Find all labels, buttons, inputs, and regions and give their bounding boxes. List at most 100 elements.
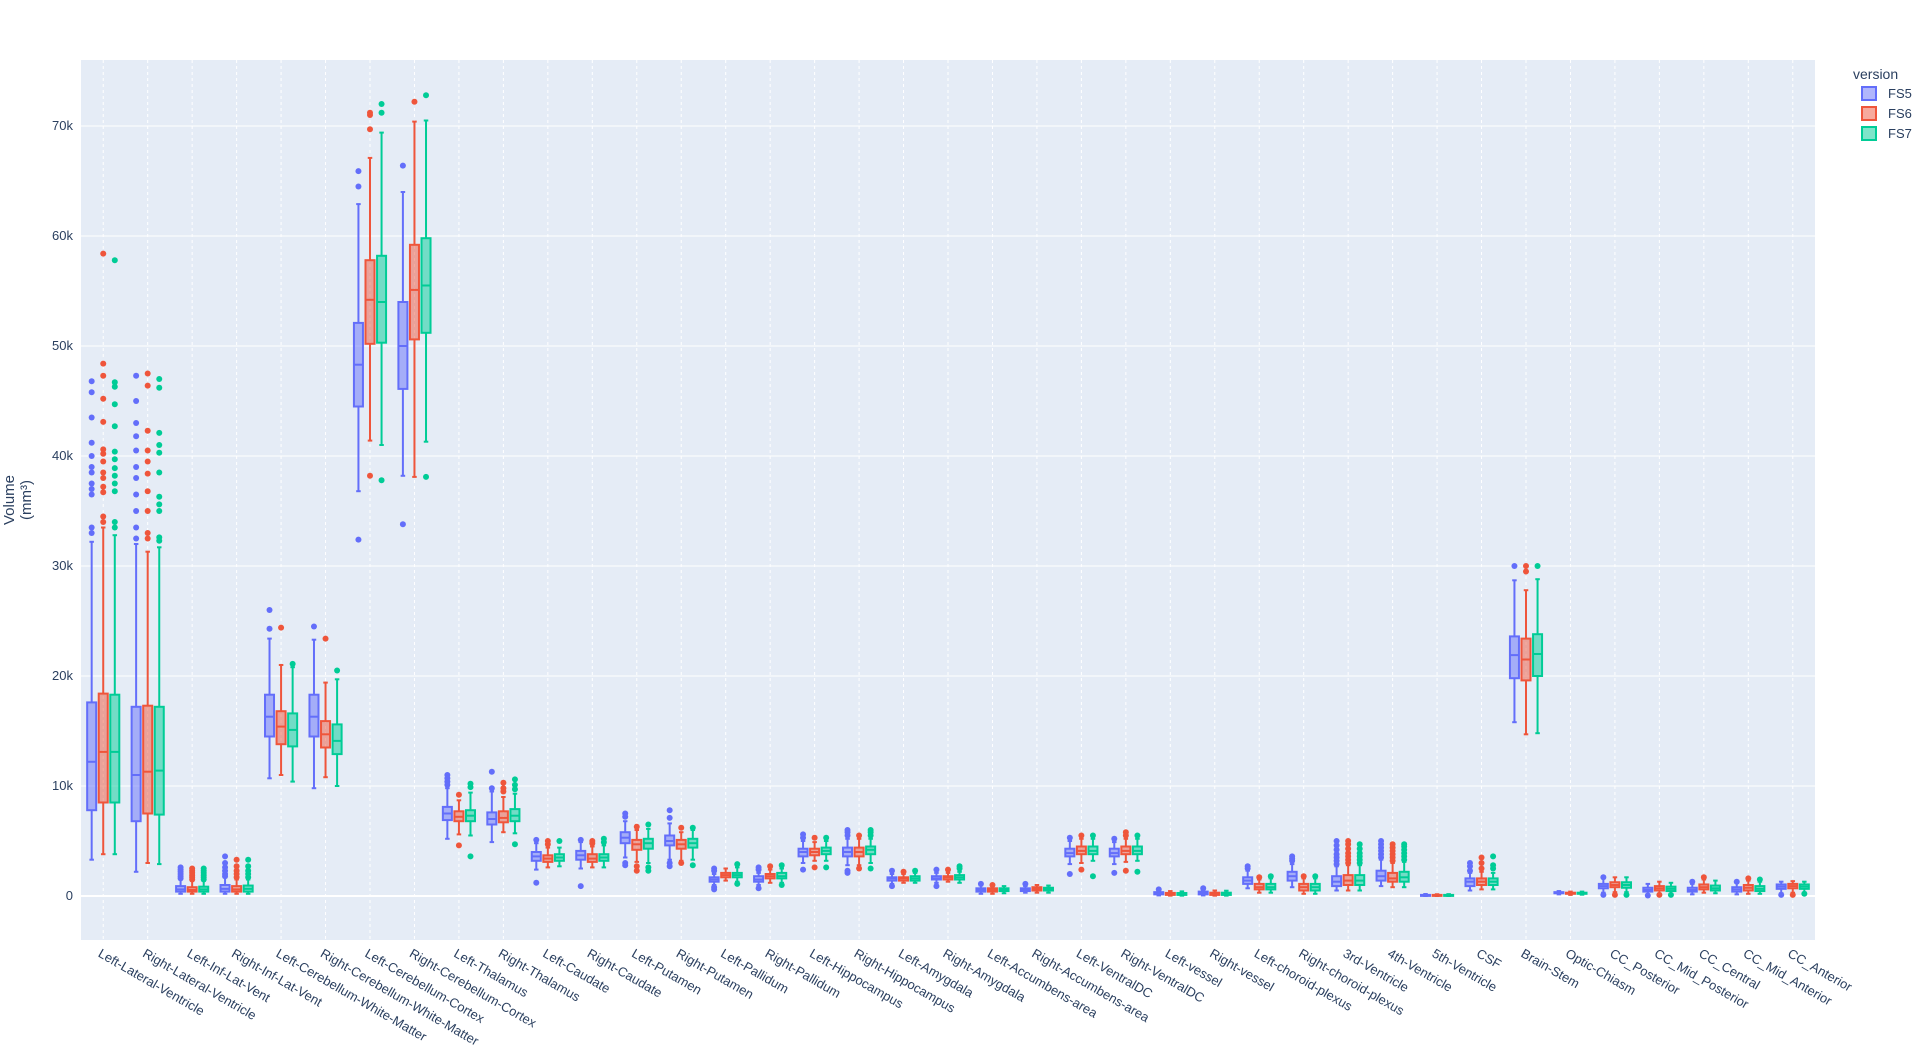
outlier-point (800, 866, 807, 873)
outlier-point (1611, 891, 1618, 898)
box-fs6 (1120, 829, 1132, 874)
outlier-point (622, 860, 629, 866)
box-fs5 (1375, 838, 1387, 888)
box-fs7 (198, 865, 210, 895)
box-fs5 (1686, 878, 1698, 896)
y-axis-title: Volume (mm³) (1, 475, 35, 525)
outlier-point (100, 418, 107, 425)
box-fs7 (420, 92, 432, 480)
outlier-point (1511, 563, 1518, 569)
outlier-point (1022, 880, 1029, 887)
outlier-point (455, 842, 462, 849)
outlier-point (755, 864, 762, 871)
box-fs5 (264, 607, 276, 780)
outlier-point (1089, 832, 1096, 839)
outlier-point (1490, 862, 1497, 869)
box-series (86, 92, 1810, 899)
legend-swatch (1861, 106, 1877, 121)
outlier-point (800, 831, 807, 838)
box-fs5 (308, 623, 320, 790)
outlier-point (156, 384, 163, 391)
box-fs6 (1653, 880, 1665, 898)
outlier-point (278, 624, 285, 631)
outlier-point (734, 880, 741, 887)
box-fs6 (631, 823, 643, 874)
outlier-point (88, 480, 95, 487)
box-fs7 (1354, 841, 1366, 892)
box-fs6 (275, 624, 287, 776)
box-fs5 (86, 378, 98, 861)
outlier-point (1122, 867, 1129, 874)
box-fs6 (1787, 880, 1799, 898)
box-fs7 (464, 780, 476, 860)
y-tick-label: 0 (66, 888, 73, 903)
outlier-point (711, 884, 718, 891)
box-fs7 (1665, 881, 1677, 898)
outlier-point (1122, 829, 1129, 836)
box-body (264, 693, 276, 738)
box-fs5 (486, 768, 498, 844)
box-body (308, 693, 320, 738)
box-fs7 (376, 101, 388, 484)
box-body (109, 693, 121, 804)
outlier-point (734, 861, 741, 868)
box-fs7 (731, 861, 743, 887)
outlier-point (1644, 892, 1651, 899)
outlier-point (1466, 860, 1473, 866)
outlier-point (1689, 878, 1696, 885)
outlier-point (100, 513, 107, 520)
outlier-point (245, 856, 252, 863)
outlier-point (444, 772, 451, 778)
outlier-point (888, 867, 895, 874)
outlier-point (222, 864, 229, 871)
box-fs7 (553, 838, 565, 868)
outlier-point (322, 635, 329, 642)
box-body (1508, 635, 1520, 680)
outlier-point (1356, 850, 1363, 857)
outlier-point (378, 109, 385, 116)
box-fs5 (886, 867, 898, 890)
box-fs6 (675, 824, 687, 866)
outlier-point (1333, 838, 1340, 844)
y-tick-label: 10k (52, 778, 73, 793)
outlier-point (245, 863, 252, 870)
outlier-point (844, 867, 851, 874)
outlier-point (711, 865, 718, 872)
outlier-point (1066, 871, 1073, 877)
outlier-point (289, 660, 296, 667)
outlier-point (233, 867, 240, 874)
outlier-point (1356, 845, 1363, 852)
outlier-point (189, 865, 196, 872)
box-fs7 (242, 856, 254, 895)
outlier-point (266, 607, 273, 613)
box-fs7 (776, 862, 788, 888)
outlier-point (111, 448, 118, 455)
box-fs6 (1031, 884, 1043, 894)
outlier-point (577, 883, 584, 890)
box-fs6 (97, 250, 109, 856)
box-fs7 (1620, 876, 1632, 898)
outlier-point (88, 469, 95, 476)
outlier-point (222, 860, 229, 866)
outlier-point (678, 860, 685, 866)
outlier-point (111, 465, 118, 472)
box-fs7 (287, 660, 299, 783)
outlier-point (100, 360, 107, 367)
outlier-point (88, 486, 95, 492)
outlier-point (888, 883, 895, 890)
outlier-point (378, 101, 385, 107)
outlier-point (645, 821, 652, 828)
legend-item-fs7: FS7 (1861, 126, 1912, 141)
outlier-point (666, 860, 673, 866)
box-fs6 (853, 832, 865, 872)
outlier-point (500, 785, 507, 792)
outlier-point (367, 126, 373, 133)
box-fs7 (109, 257, 121, 856)
box-fs7 (509, 776, 521, 848)
outlier-point (856, 832, 863, 839)
outlier-point (1200, 885, 1207, 892)
outlier-point (778, 862, 785, 869)
outlier-point (355, 183, 362, 190)
box-fs5 (575, 836, 587, 890)
